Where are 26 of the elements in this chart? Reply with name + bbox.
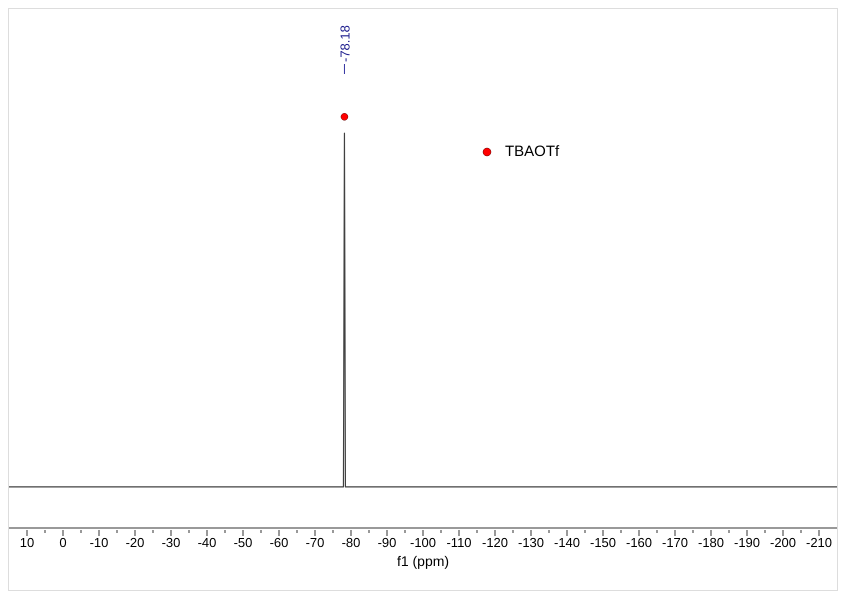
x-tick-label: -180 xyxy=(698,535,724,550)
x-tick-label: -170 xyxy=(662,535,688,550)
annotation: -78.18 xyxy=(337,25,352,62)
x-tick-label: -100 xyxy=(410,535,436,550)
x-tick-label: -110 xyxy=(446,535,472,550)
x-tick-label: -150 xyxy=(590,535,616,550)
x-tick-label: -210 xyxy=(806,535,832,550)
x-tick-label: -30 xyxy=(162,535,180,550)
x-tick-label: -120 xyxy=(482,535,508,550)
x-tick-label: -90 xyxy=(378,535,396,550)
x-axis-title: f1 (ppm) xyxy=(396,553,450,569)
x-tick-label: -130 xyxy=(518,535,544,550)
legend-label: TBAOTf xyxy=(505,143,560,160)
x-tick-label: -60 xyxy=(270,535,288,550)
x-tick-label: 10 xyxy=(20,535,34,550)
x-tick-label: -50 xyxy=(234,535,252,550)
x-tick-label: -200 xyxy=(770,535,796,550)
x-tick-label: -70 xyxy=(306,535,324,550)
x-tick-label: -20 xyxy=(126,535,144,550)
x-tick-label: -160 xyxy=(626,535,652,550)
x-tick-label: -80 xyxy=(342,535,360,550)
x-tick-label: -140 xyxy=(554,535,580,550)
x-tick-label: -40 xyxy=(198,535,216,550)
x-tick-label: 0 xyxy=(59,535,67,550)
x-tick-label: -10 xyxy=(90,535,108,550)
x-tick-label: -190 xyxy=(734,535,760,550)
